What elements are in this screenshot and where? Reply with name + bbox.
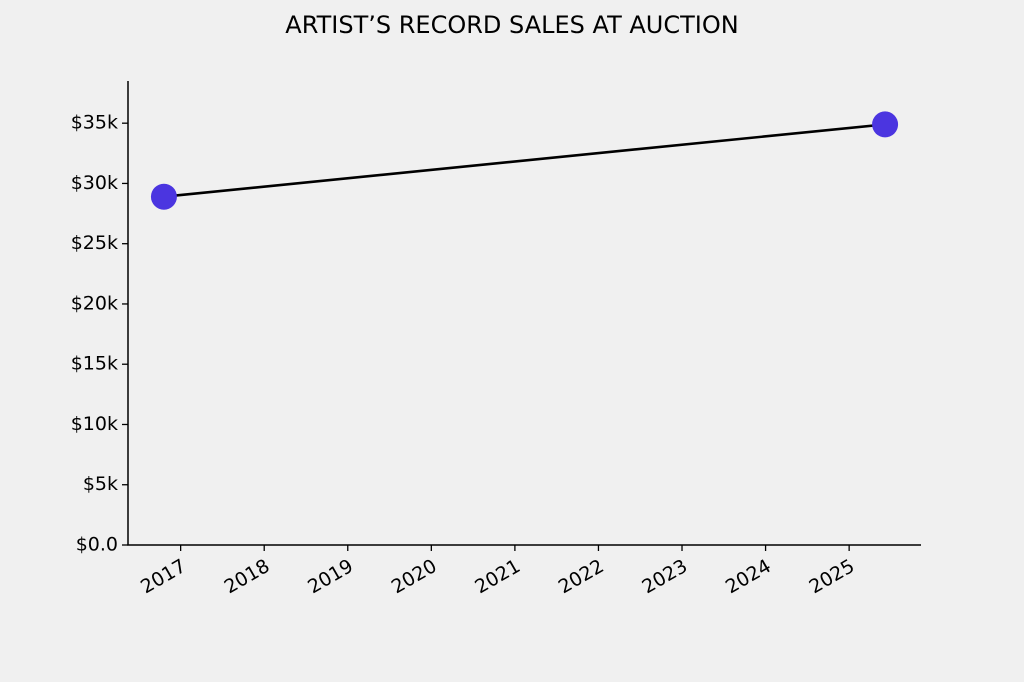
y-tick-label: $20k: [71, 292, 118, 314]
y-tick-label: $0.0: [76, 534, 118, 556]
y-tick-label: $30k: [71, 172, 118, 194]
data-point: [150, 183, 177, 210]
y-tick-label: $5k: [83, 473, 118, 495]
y-tick-label: $10k: [71, 413, 118, 435]
y-tick-label: $15k: [71, 353, 118, 375]
y-tick-label: $35k: [71, 112, 118, 134]
chart-title: ARTIST’S RECORD SALES AT AUCTION: [285, 11, 738, 39]
data-point: [872, 111, 899, 138]
y-tick-label: $25k: [71, 232, 118, 254]
series-line: [163, 123, 886, 198]
